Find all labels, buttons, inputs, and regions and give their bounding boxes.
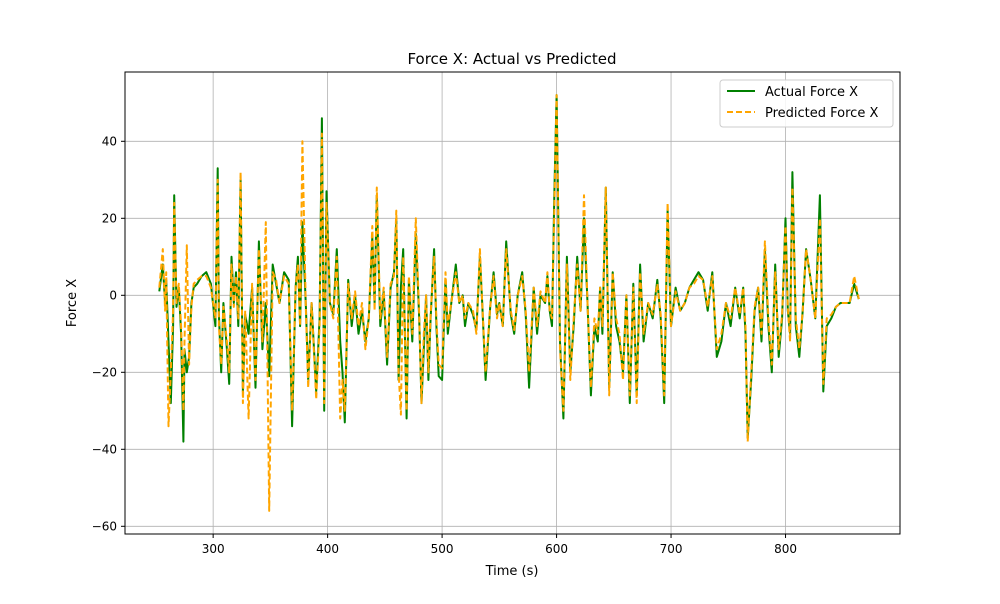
chart-title: Force X: Actual vs Predicted bbox=[407, 50, 616, 68]
y-tick-label: −60 bbox=[92, 519, 117, 533]
series-line-actual bbox=[158, 94, 860, 443]
x-tick-label: 600 bbox=[545, 542, 568, 556]
y-tick-label: 40 bbox=[102, 134, 117, 148]
y-tick-label: −40 bbox=[92, 442, 117, 456]
x-tick-label: 800 bbox=[774, 542, 797, 556]
plot-area-frame bbox=[124, 71, 901, 535]
x-axis-ticks: 300 400 500 600 700 800 bbox=[202, 534, 797, 556]
x-tick-label: 700 bbox=[660, 542, 683, 556]
legend-box bbox=[719, 79, 894, 128]
x-tick-label: 400 bbox=[316, 542, 339, 556]
legend-label-predicted: Predicted Force X bbox=[765, 106, 878, 121]
series-layer bbox=[158, 94, 860, 512]
x-axis-label: Time (s) bbox=[485, 564, 539, 579]
y-tick-label: 20 bbox=[102, 211, 117, 225]
legend-label-actual: Actual Force X bbox=[765, 85, 858, 100]
y-axis-ticks: −60 −40 −20 0 20 40 bbox=[92, 134, 125, 533]
y-tick-label: 0 bbox=[109, 288, 117, 302]
x-tick-label: 500 bbox=[431, 542, 454, 556]
x-tick-label: 300 bbox=[202, 542, 225, 556]
legend: Actual Force X Predicted Force X bbox=[719, 79, 894, 128]
y-axis-label: Force X bbox=[65, 279, 80, 327]
series-line-predicted bbox=[158, 94, 860, 512]
y-tick-label: −20 bbox=[92, 365, 117, 379]
